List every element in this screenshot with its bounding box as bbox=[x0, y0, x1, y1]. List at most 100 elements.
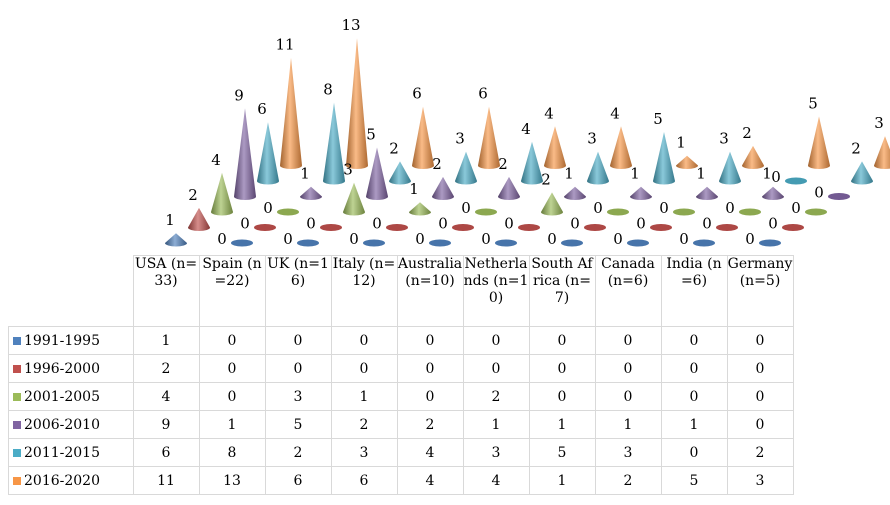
table-value: 2 bbox=[132, 354, 200, 383]
cone-base bbox=[650, 224, 672, 231]
value-label: 6 bbox=[412, 85, 422, 103]
table-value: 3 bbox=[726, 466, 794, 495]
cone-base bbox=[386, 224, 408, 231]
table-value: 0 bbox=[726, 326, 794, 355]
cone-base bbox=[627, 239, 649, 247]
table-value: 2 bbox=[594, 466, 662, 495]
value-label: 2 bbox=[742, 124, 752, 142]
cone-base bbox=[475, 208, 497, 216]
cone bbox=[389, 161, 411, 185]
value-label: 1 bbox=[676, 134, 686, 152]
value-label: 0 bbox=[415, 230, 425, 248]
value-label: 0 bbox=[570, 215, 580, 233]
table-row: 1991-1995 1 0 0 0 0 0 0 0 0 0 bbox=[8, 326, 794, 355]
table-value: 3 bbox=[462, 438, 530, 467]
value-label: 0 bbox=[768, 215, 778, 233]
cone-base bbox=[607, 208, 629, 216]
table-value: 0 bbox=[726, 382, 794, 411]
table-value: 4 bbox=[132, 382, 200, 411]
value-label: 0 bbox=[504, 215, 514, 233]
category-label: Germany (n=5) bbox=[726, 255, 794, 327]
table-value: 6 bbox=[264, 466, 332, 495]
cone bbox=[188, 207, 210, 231]
cone-base bbox=[584, 224, 606, 231]
cone bbox=[762, 186, 784, 201]
value-label: 2 bbox=[541, 170, 551, 188]
value-label: 6 bbox=[257, 100, 267, 118]
table-value: 0 bbox=[660, 354, 728, 383]
cone-base bbox=[277, 208, 299, 216]
table-value: 5 bbox=[660, 466, 728, 495]
table-value: 1 bbox=[198, 410, 266, 439]
cone bbox=[719, 151, 741, 185]
value-label: 0 bbox=[263, 199, 273, 217]
value-label: 1 bbox=[564, 165, 574, 183]
cone-base bbox=[716, 224, 738, 231]
cone bbox=[211, 172, 233, 216]
table-row: 1996-2000 2 0 0 0 0 0 0 0 0 0 bbox=[8, 354, 794, 383]
legend-cell: 2016-2020 bbox=[8, 466, 134, 495]
cone bbox=[455, 151, 477, 185]
table-value: 2 bbox=[396, 410, 464, 439]
legend-cell: 2001-2005 bbox=[8, 382, 134, 411]
table-value: 0 bbox=[594, 354, 662, 383]
table-value: 0 bbox=[462, 354, 530, 383]
value-label: 0 bbox=[791, 199, 801, 217]
table-value: 0 bbox=[396, 326, 464, 355]
cone-base bbox=[782, 224, 804, 231]
table-value: 0 bbox=[264, 354, 332, 383]
table-value: 1 bbox=[132, 326, 200, 355]
table-value: 0 bbox=[528, 382, 596, 411]
legend-label: 2006-2010 bbox=[24, 416, 100, 433]
table-value: 0 bbox=[660, 438, 728, 467]
value-label: 0 bbox=[659, 199, 669, 217]
cone-base bbox=[739, 208, 761, 216]
category-label: Australia (n=10) bbox=[396, 255, 464, 327]
value-label: 1 bbox=[300, 165, 310, 183]
value-label: 4 bbox=[544, 104, 554, 122]
table-value: 0 bbox=[594, 382, 662, 411]
table-value: 0 bbox=[330, 354, 398, 383]
table-value: 0 bbox=[726, 354, 794, 383]
cone-base bbox=[561, 239, 583, 247]
value-label: 8 bbox=[323, 81, 333, 99]
value-label: 1 bbox=[409, 180, 419, 198]
table-value: 3 bbox=[264, 382, 332, 411]
cone-base bbox=[495, 239, 517, 247]
table-value: 0 bbox=[396, 382, 464, 411]
legend-cell: 1991-1995 bbox=[8, 326, 134, 355]
corner bbox=[9, 256, 134, 327]
cone bbox=[541, 192, 563, 216]
cone-base bbox=[828, 193, 850, 200]
cone bbox=[544, 126, 566, 170]
value-label: 3 bbox=[719, 130, 729, 148]
data-table: USA (n=33) Spain (n=22) UK (n=16) Italy (n=… bbox=[8, 255, 794, 495]
value-label: 0 bbox=[679, 230, 689, 248]
cone bbox=[851, 161, 873, 185]
table-value: 1 bbox=[528, 466, 596, 495]
table-value: 4 bbox=[396, 438, 464, 467]
value-label: 13 bbox=[341, 16, 360, 34]
cone bbox=[323, 102, 345, 185]
cone-base bbox=[693, 239, 715, 247]
cone bbox=[521, 141, 543, 185]
value-label: 1 bbox=[165, 211, 175, 229]
cone bbox=[280, 57, 302, 170]
value-label: 0 bbox=[702, 215, 712, 233]
value-label: 0 bbox=[771, 168, 781, 186]
cone bbox=[366, 147, 388, 201]
cone-base bbox=[673, 208, 695, 216]
value-label: 6 bbox=[478, 85, 488, 103]
value-label: 0 bbox=[306, 215, 316, 233]
cone bbox=[478, 106, 500, 170]
cone-base bbox=[254, 224, 276, 231]
value-label: 4 bbox=[211, 151, 221, 169]
cone bbox=[874, 136, 890, 169]
value-label: 0 bbox=[349, 230, 359, 248]
category-label: Italy (n=12) bbox=[330, 255, 398, 327]
cone bbox=[498, 176, 520, 201]
table-value: 0 bbox=[264, 326, 332, 355]
table-value: 3 bbox=[330, 438, 398, 467]
table-value: 2 bbox=[330, 410, 398, 439]
